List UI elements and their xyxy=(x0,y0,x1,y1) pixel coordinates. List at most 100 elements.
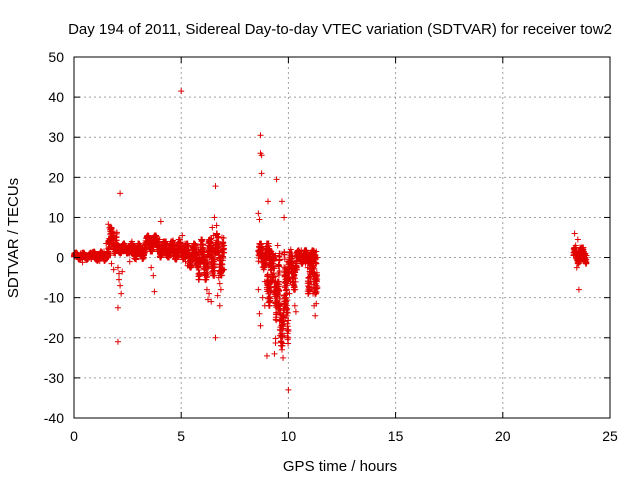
data-point xyxy=(157,218,164,225)
data-point xyxy=(258,152,265,159)
data-point xyxy=(270,250,277,257)
y-tick-label: 40 xyxy=(48,89,64,105)
data-point xyxy=(212,334,219,341)
data-point xyxy=(285,334,292,341)
data-point xyxy=(114,264,121,271)
data-point xyxy=(312,312,319,319)
data-point xyxy=(209,224,216,231)
data-point xyxy=(208,235,215,242)
data-point xyxy=(271,265,278,272)
data-point xyxy=(196,273,203,280)
data-point xyxy=(307,278,314,285)
data-point xyxy=(255,210,262,217)
data-point xyxy=(114,304,121,311)
data-point xyxy=(275,281,282,288)
data-point xyxy=(212,183,219,190)
plot-frame xyxy=(73,56,611,419)
data-point xyxy=(203,286,210,293)
x-axis-label: GPS time / hours xyxy=(283,458,397,475)
data-point xyxy=(258,240,265,247)
data-point xyxy=(276,287,283,294)
data-point xyxy=(574,236,581,243)
data-point xyxy=(216,241,223,248)
data-point xyxy=(185,244,192,251)
data-point xyxy=(284,309,291,316)
y-axis-label: SDTVAR / TECUs xyxy=(5,178,22,298)
data-point xyxy=(211,261,218,268)
y-tick-label: 0 xyxy=(56,250,64,266)
data-point xyxy=(257,322,264,329)
data-point xyxy=(293,266,300,273)
data-point xyxy=(113,229,120,236)
data-point xyxy=(291,302,298,309)
data-point xyxy=(276,268,283,275)
x-tick-label: 25 xyxy=(602,428,618,444)
data-point xyxy=(292,278,299,285)
data-point xyxy=(280,318,287,325)
data-point xyxy=(279,340,286,347)
data-point xyxy=(211,214,218,221)
tick-layer xyxy=(73,56,611,419)
data-point xyxy=(256,310,263,317)
data-point xyxy=(272,335,279,342)
data-point xyxy=(283,312,290,319)
data-point xyxy=(205,296,211,303)
data-point xyxy=(116,276,123,283)
data-point xyxy=(150,272,157,279)
data-point xyxy=(214,292,221,299)
data-point xyxy=(288,250,295,257)
y-tick-label: -20 xyxy=(44,330,64,346)
data-point xyxy=(275,271,282,278)
data-point xyxy=(314,284,321,291)
data-point xyxy=(284,323,291,330)
grid-layer xyxy=(74,57,610,418)
data-point xyxy=(221,249,228,256)
x-tick-label: 20 xyxy=(495,428,511,444)
data-point xyxy=(313,300,320,307)
y-tick-label: 30 xyxy=(48,129,64,145)
data-point xyxy=(117,282,124,289)
data-point xyxy=(211,256,218,263)
data-point xyxy=(258,170,265,177)
data-point xyxy=(105,221,112,228)
data-point xyxy=(287,246,294,253)
data-point xyxy=(292,286,299,293)
data-point xyxy=(207,243,214,250)
data-point xyxy=(278,339,285,346)
data-point xyxy=(211,272,218,279)
data-point xyxy=(276,262,283,269)
data-point xyxy=(271,256,278,263)
data-point xyxy=(571,230,578,237)
data-point xyxy=(310,259,317,266)
data-point xyxy=(285,317,292,324)
y-tick-labels: 50 40 30 20 10 0 -10 -20 -30 -40 xyxy=(44,49,64,426)
data-point xyxy=(583,259,590,266)
data-point xyxy=(206,290,213,297)
y-tick-label: 10 xyxy=(48,209,64,225)
data-point xyxy=(116,270,123,277)
data-points-layer xyxy=(71,88,590,393)
data-point xyxy=(256,216,263,223)
data-point xyxy=(210,232,217,239)
x-tick-labels: 0 5 10 15 20 25 xyxy=(70,428,618,444)
data-point xyxy=(281,249,288,256)
data-point xyxy=(199,236,206,243)
data-point xyxy=(118,290,125,297)
data-point xyxy=(220,234,227,241)
x-tick-label: 10 xyxy=(281,428,297,444)
data-point xyxy=(119,268,126,275)
y-tick-label: -40 xyxy=(44,410,64,426)
data-point xyxy=(266,302,273,309)
data-point xyxy=(148,264,155,271)
data-point xyxy=(275,278,282,285)
data-point xyxy=(280,354,287,361)
data-point xyxy=(267,297,274,304)
data-point xyxy=(313,288,320,295)
data-point xyxy=(573,264,580,271)
data-point xyxy=(285,340,292,347)
data-point xyxy=(276,250,283,257)
data-point xyxy=(281,214,288,221)
data-point xyxy=(285,386,292,393)
